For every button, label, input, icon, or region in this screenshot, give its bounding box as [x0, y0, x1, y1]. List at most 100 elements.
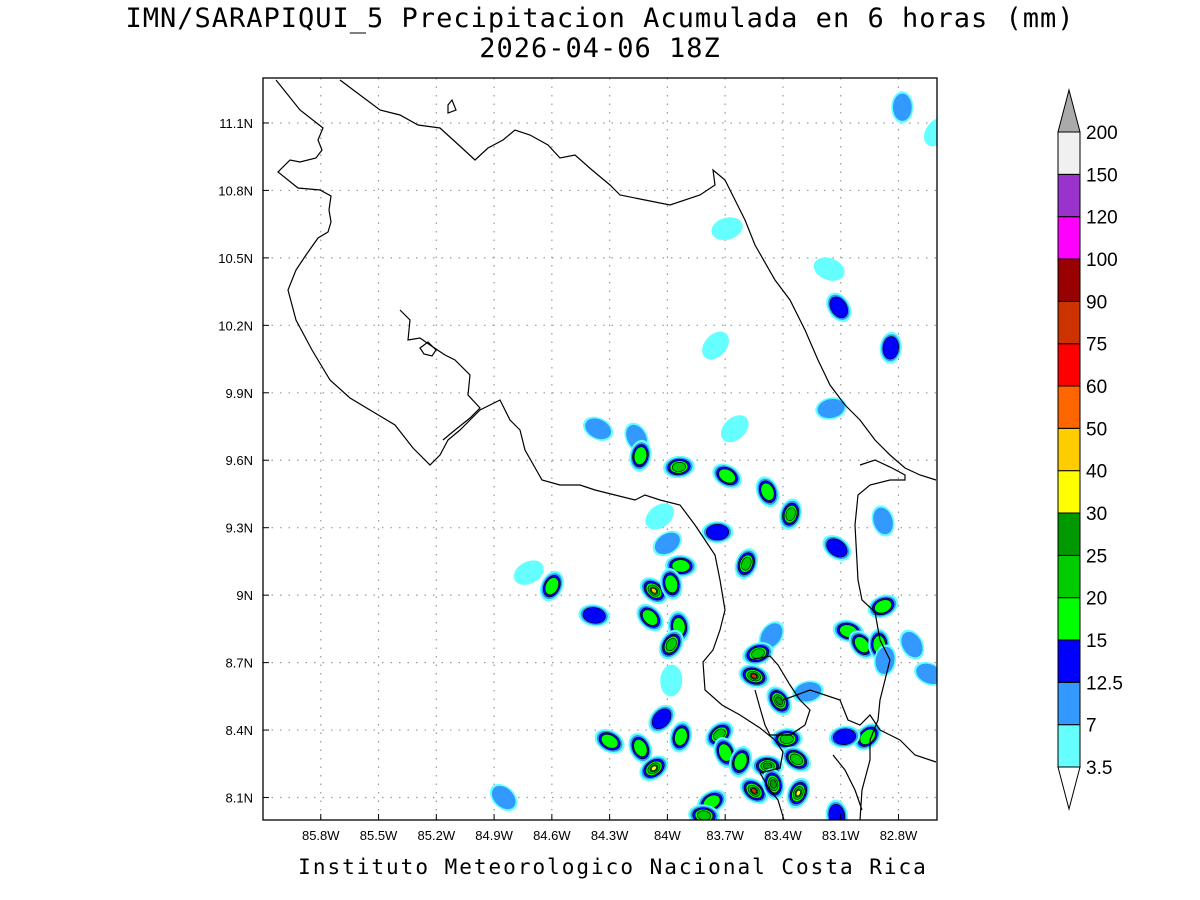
- colorbar-swatch: [1057, 470, 1081, 514]
- precip-cell: [578, 604, 611, 627]
- precip-cell: [914, 661, 937, 686]
- precip-cell: [766, 686, 792, 716]
- precip-cell: [702, 331, 729, 360]
- precip-cell: [669, 721, 693, 753]
- colorbar-label: 3.5: [1086, 758, 1112, 779]
- precip-cell: [645, 503, 674, 530]
- lat-tick-label: 9.9N: [226, 386, 253, 401]
- map-frame: [262, 77, 938, 821]
- precip-contour: [582, 607, 606, 624]
- precip-contour: [785, 507, 796, 522]
- precip-contour: [702, 331, 729, 360]
- map-grid: [263, 78, 937, 820]
- precip-contour: [795, 789, 801, 797]
- precip-contour: [762, 762, 773, 770]
- precip-cell: [659, 568, 683, 600]
- precip-contour: [544, 577, 559, 596]
- coastline: [275, 79, 937, 821]
- precip-contour: [633, 739, 648, 757]
- map-date: 2026-04-06 18Z: [479, 33, 721, 64]
- lat-tick-label: 8.1N: [226, 791, 253, 806]
- precipitation-contours: [489, 91, 937, 820]
- precip-contour: [916, 663, 937, 685]
- colorbar-swatch: [1057, 300, 1081, 345]
- precip-cell: [636, 603, 664, 632]
- precip-cell: [582, 416, 614, 441]
- caribbean-coast: [339, 79, 937, 481]
- precip-contour: [833, 728, 857, 745]
- nicoya-gulf: [399, 309, 481, 441]
- precip-contour: [733, 752, 748, 771]
- precip-contour: [664, 574, 678, 594]
- precip-contour: [720, 415, 749, 443]
- nicaragua-border: [275, 79, 785, 821]
- colorbar-swatch: [1057, 639, 1081, 683]
- precip-contour: [705, 524, 730, 541]
- colorbar-swatch: [1057, 131, 1081, 175]
- lat-tick-label: 10.8N: [218, 183, 253, 198]
- precip-cell: [848, 630, 876, 659]
- lon-tick-label: 85.8W: [302, 828, 340, 843]
- colorbar-label: 7: [1086, 716, 1097, 737]
- precip-contour: [671, 559, 691, 573]
- precip-cell: [663, 455, 695, 479]
- precip-contour: [829, 296, 849, 319]
- precip-contour: [874, 599, 893, 614]
- colorbar-label: 15: [1086, 631, 1107, 652]
- map-title: IMN/SARAPIQUI_5 Precipitacion Acumulada …: [125, 3, 1075, 34]
- precip-contour: [794, 682, 822, 702]
- precip-contour: [654, 532, 680, 555]
- colorbar-swatch: [1057, 385, 1081, 429]
- lat-tick-label: 8.7N: [226, 656, 253, 671]
- colorbar-under-arrow: [1057, 766, 1081, 811]
- colorbar-label: 30: [1086, 504, 1107, 525]
- precip-contour: [817, 398, 845, 419]
- precip-cell: [781, 746, 812, 773]
- precip-contour: [760, 482, 775, 501]
- lat-tick-label: 10.5N: [218, 251, 253, 266]
- precip-contour: [826, 538, 848, 558]
- precip-cell: [711, 217, 743, 241]
- tempisque-island: [419, 341, 437, 357]
- precip-cell: [652, 530, 683, 557]
- colorbar-swatch: [1057, 512, 1081, 556]
- lon-tick-label: 83.4W: [764, 828, 802, 843]
- precip-cell: [891, 91, 914, 124]
- precip-cell: [825, 799, 849, 820]
- precip-cell: [815, 397, 847, 420]
- precip-contour: [760, 623, 783, 649]
- osa-peninsula: [749, 655, 811, 736]
- precip-contour: [750, 673, 758, 679]
- precip-cell: [828, 725, 861, 748]
- lon-tick-label: 82.8W: [880, 828, 918, 843]
- precip-cell: [899, 629, 925, 660]
- precip-cell: [648, 704, 675, 733]
- lon-tick-label: 85.5W: [360, 828, 398, 843]
- precip-cell: [792, 680, 824, 704]
- precip-contour: [660, 664, 683, 697]
- precip-contour: [645, 503, 674, 530]
- precip-cell: [594, 728, 625, 754]
- burica-peninsula: [782, 689, 937, 763]
- precip-contour: [741, 556, 752, 571]
- precip-cell: [701, 521, 734, 544]
- precip-contour: [875, 646, 895, 674]
- precip-contour: [873, 507, 893, 535]
- lon-tick-label: 84.9W: [475, 828, 513, 843]
- precip-cell: [879, 331, 902, 364]
- precip-contour: [672, 462, 686, 472]
- colorbar-swatch: [1057, 173, 1081, 218]
- precip-contour: [828, 803, 846, 820]
- precip-cell: [639, 755, 669, 782]
- precip-cell: [539, 570, 564, 602]
- colorbar-label: 90: [1086, 292, 1107, 313]
- colorbar-swatch: [1057, 258, 1081, 302]
- colorbar-legend: 3.5 7 12.5 15 20 25 30 40 50 60 75 90 100 120 150 200: [1057, 88, 1123, 811]
- precip-cell: [712, 463, 742, 489]
- precip-contour: [697, 810, 711, 820]
- precip-contour: [901, 631, 923, 658]
- precip-contour: [892, 93, 912, 121]
- colorbar-label: 150: [1086, 165, 1118, 186]
- precip-cell: [658, 629, 684, 660]
- lat-tick-label: 9N: [236, 588, 253, 603]
